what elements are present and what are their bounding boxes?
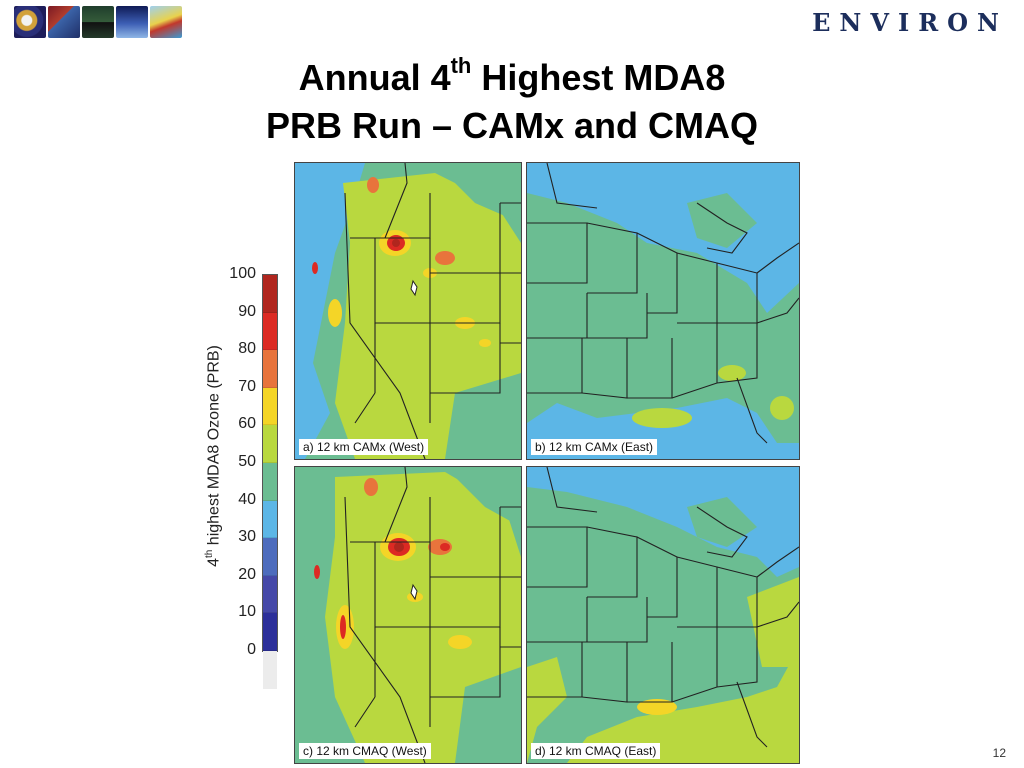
title-line-1: Annual 4th Highest MDA8 xyxy=(298,53,726,98)
dna-logo-icon xyxy=(48,6,80,38)
colorbar-tick-label: 0 xyxy=(247,641,256,658)
industry-logo-icon xyxy=(82,6,114,38)
colorbar-tick-label: 20 xyxy=(238,565,256,583)
map-panel-cmaq-east: d) 12 km CMAQ (East) xyxy=(526,466,800,764)
panel-label: c) 12 km CMAQ (West) xyxy=(299,743,431,759)
landscape-logo-icon xyxy=(116,6,148,38)
east-map-camx xyxy=(527,163,799,459)
slide-number: 12 xyxy=(992,746,1006,760)
colorbar-segment xyxy=(263,613,277,651)
colorbar-tick-label: 60 xyxy=(238,415,256,433)
colorbar-tick-label: 40 xyxy=(238,490,256,508)
ozone-map-figure: 4th highest MDA8 Ozone (PRB) 100 90 80 70 60… xyxy=(198,152,808,766)
colorbar-segment xyxy=(263,425,277,463)
east-map-cmaq xyxy=(527,467,799,763)
colorbar-tick-label: 90 xyxy=(238,302,256,320)
colorbar-segment xyxy=(263,350,277,388)
title-line-2: PRB Run – CAMx and CMAQ xyxy=(265,105,758,146)
panel-label: d) 12 km CMAQ (East) xyxy=(531,743,661,759)
colorbar-segment xyxy=(263,387,277,426)
colorbar-segment xyxy=(263,275,277,313)
colorbar-tick-label: 50 xyxy=(238,453,256,470)
colorbar-tick-label: 80 xyxy=(238,340,256,358)
colorbar-tick-label: 10 xyxy=(238,603,256,621)
map-panel-camx-east: b) 12 km CAMx (East) xyxy=(526,162,800,460)
colorbar-label: 4th highest MDA8 Ozone (PRB) xyxy=(204,345,223,567)
west-map-cmaq xyxy=(295,467,521,763)
panel-label: a) 12 km CAMx (West) xyxy=(299,439,429,455)
colorbar-tick-label: 100 xyxy=(229,265,256,282)
globe-logo-icon xyxy=(14,6,46,38)
brand-wordmark: ENVIRON xyxy=(812,8,1008,37)
slide-title: Annual 4th Highest MDA8 PRB Run – CAMx a… xyxy=(0,46,1024,150)
colorbar-segment xyxy=(263,462,277,501)
west-map-camx xyxy=(295,163,521,459)
balloon-logo-icon xyxy=(150,6,182,38)
colorbar-tick-label: 70 xyxy=(238,377,256,395)
colorbar-segment xyxy=(263,650,277,689)
colorbar-segment xyxy=(263,538,277,576)
map-panel-cmaq-west: c) 12 km CMAQ (West) xyxy=(294,466,522,764)
colorbar-tick-label: 30 xyxy=(238,528,256,546)
panel-label: b) 12 km CAMx (East) xyxy=(531,439,658,455)
map-panel-camx-west: a) 12 km CAMx (West) xyxy=(294,162,522,460)
colorbar-segment xyxy=(263,575,277,614)
colorbar-segment xyxy=(263,312,277,351)
colorbar-segment xyxy=(263,500,277,539)
partner-logos xyxy=(14,6,182,40)
colorbar xyxy=(262,274,278,689)
